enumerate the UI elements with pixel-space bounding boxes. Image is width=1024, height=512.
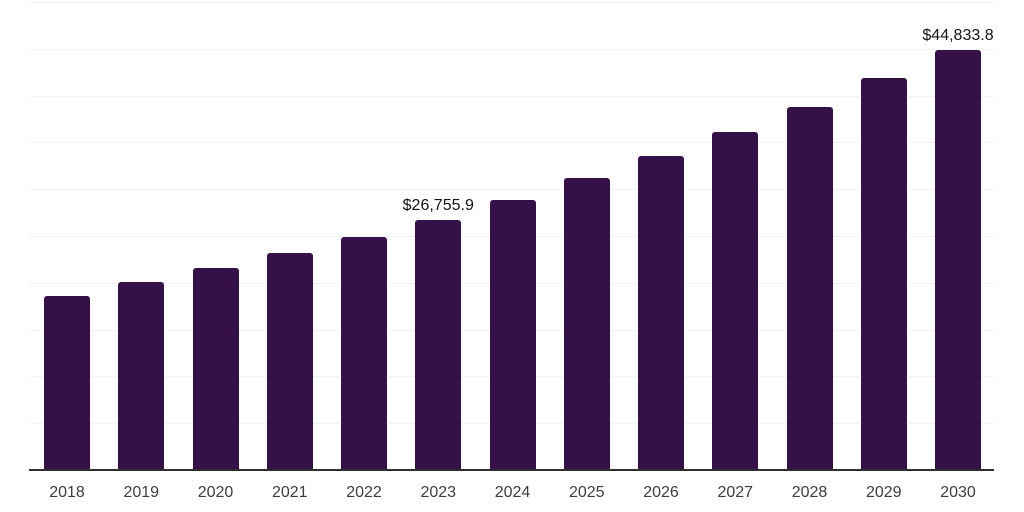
x-tick-label-2020: 2020	[197, 484, 234, 501]
bar-2021	[266, 252, 313, 470]
data-label-2030: $44,833.8	[922, 27, 994, 45]
gridline-30000	[29, 189, 994, 191]
x-tick-label-2022: 2022	[346, 484, 382, 501]
x-tick-label-2029: 2029	[865, 484, 902, 501]
bar-2018	[44, 295, 90, 470]
gridline-50000	[29, 2, 994, 3]
x-tick-label-2019: 2019	[123, 484, 160, 501]
x-tick-label-2024: 2024	[494, 484, 531, 501]
gridline-35000	[29, 142, 994, 144]
bar-2026	[638, 155, 684, 470]
bar-2022	[341, 236, 387, 470]
x-tick-label-2023: 2023	[420, 484, 457, 501]
bar-2024	[489, 200, 536, 470]
x-tick-label-2026: 2026	[643, 484, 679, 501]
bar-2025	[563, 178, 610, 470]
bar-2020	[192, 267, 239, 470]
x-tick-label-2021: 2021	[271, 484, 308, 501]
bar-2030	[935, 50, 981, 470]
data-label-2023: $26,755.9	[402, 196, 474, 214]
gridline-45000	[29, 48, 994, 50]
bar-2027	[712, 131, 759, 470]
x-tick-label-2027: 2027	[717, 484, 754, 501]
bar-2029	[860, 77, 907, 470]
x-axis-line	[29, 469, 994, 471]
bar-2019	[118, 281, 165, 470]
bar-2023	[415, 219, 462, 470]
x-tick-label-2028: 2028	[791, 484, 828, 501]
x-tick-label-2018: 2018	[49, 484, 85, 501]
x-tick-label-2030: 2030	[940, 484, 976, 501]
gridline-40000	[29, 95, 994, 97]
x-tick-label-2025: 2025	[568, 484, 605, 501]
bar-2028	[786, 106, 833, 470]
